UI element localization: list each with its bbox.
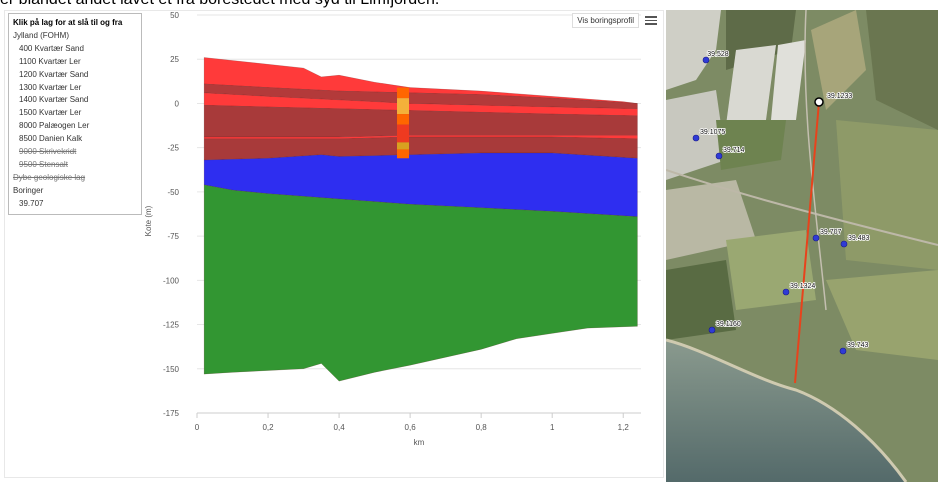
chart-toolbar: Vis boringsprofil bbox=[572, 13, 657, 28]
field-area bbox=[726, 230, 816, 310]
borehole-segment[interactable] bbox=[397, 124, 410, 143]
x-axis-title: km bbox=[414, 438, 425, 447]
forest-area bbox=[666, 260, 736, 340]
x-tick-label: 0 bbox=[195, 423, 200, 432]
borehole-label: 39.707 bbox=[820, 229, 842, 236]
legend-layer-item[interactable]: 8500 Danien Kalk bbox=[19, 134, 83, 144]
borehole-marker[interactable] bbox=[812, 234, 820, 242]
legend-borehole-item[interactable]: 39.707 bbox=[19, 198, 44, 208]
x-tick-label: 0,6 bbox=[405, 423, 417, 432]
road bbox=[804, 10, 827, 311]
legend-layer-item[interactable]: 9000 Skrivekridt bbox=[19, 147, 77, 157]
legend-deep-layers[interactable]: Dybe geologiske lag bbox=[13, 172, 86, 182]
field-area bbox=[826, 270, 938, 360]
layer-legend: Klik på lag for at slå til og fra Jyllan… bbox=[8, 13, 142, 215]
borehole-label: 39.483 bbox=[848, 235, 870, 242]
borehole-label: 39.1160 bbox=[716, 321, 741, 328]
y-tick-label: -50 bbox=[167, 188, 179, 197]
legend-title: Klik på lag for at slå til og fra bbox=[13, 18, 123, 27]
borehole-marker[interactable] bbox=[840, 240, 848, 248]
legend-layer-item[interactable]: 9500 Stensalt bbox=[19, 159, 68, 169]
legend-group-jylland[interactable]: Jylland (FOHM) bbox=[13, 30, 70, 40]
x-tick-label: 1,2 bbox=[618, 423, 630, 432]
y-tick-label: 25 bbox=[170, 55, 179, 64]
legend-boreholes-group[interactable]: Boringer bbox=[13, 185, 44, 195]
road bbox=[666, 169, 938, 246]
forest-area bbox=[866, 10, 938, 130]
borehole-marker[interactable] bbox=[692, 134, 700, 142]
borehole-label: 39.743 bbox=[847, 342, 869, 349]
hamburger-menu-icon[interactable] bbox=[645, 16, 657, 25]
profile-panel: 50 25 0 -25 -50 -75 -100 -125 -150 -175 0 0,2 0,4 0,6… bbox=[4, 10, 664, 478]
field-area bbox=[666, 10, 721, 90]
legend-layer-item[interactable]: 1200 Kvartær Sand bbox=[19, 69, 89, 79]
field-area bbox=[726, 45, 776, 125]
geology-layer[interactable] bbox=[203, 184, 638, 382]
borehole-segment[interactable] bbox=[397, 98, 410, 115]
field-area bbox=[836, 120, 938, 270]
show-borehole-profile-button[interactable]: Vis boringsprofil bbox=[572, 13, 639, 28]
legend-layer-item[interactable]: 1500 Kvartær Ler bbox=[19, 108, 82, 118]
legend-layer-item[interactable]: 400 Kvartær Sand bbox=[19, 43, 84, 53]
legend-layer-item[interactable]: 1400 Kvartær Sand bbox=[19, 95, 89, 105]
borehole-segment[interactable] bbox=[397, 142, 410, 150]
field-area bbox=[716, 120, 786, 170]
y-tick-label: -75 bbox=[167, 232, 179, 241]
borehole-marker[interactable] bbox=[839, 347, 847, 355]
x-tick-label: 0,8 bbox=[476, 423, 488, 432]
legend-layer-item[interactable]: 1300 Kvartær Ler bbox=[19, 82, 82, 92]
field-area bbox=[811, 10, 866, 110]
sea-area bbox=[666, 340, 906, 482]
y-tick-label: -25 bbox=[167, 144, 179, 153]
borehole-label: 39.1324 bbox=[790, 283, 815, 290]
legend-layer-item[interactable]: 1100 Kvartær Ler bbox=[19, 56, 81, 66]
borehole-label: 39.528 bbox=[707, 51, 729, 58]
y-tick-label: -150 bbox=[163, 365, 180, 374]
map-canvas: 39.528 39.1233 39.1075 39.714 39.707 39.483 39… bbox=[666, 10, 938, 482]
borehole-label: 39.1233 bbox=[827, 93, 852, 100]
borehole-marker[interactable] bbox=[715, 152, 723, 160]
y-tick-label: 0 bbox=[175, 99, 180, 108]
borehole-label: 39.714 bbox=[723, 147, 745, 154]
profile-line bbox=[794, 101, 820, 384]
y-axis-title: Kote (m) bbox=[144, 205, 153, 236]
aerial-map[interactable]: 39.528 39.1233 39.1075 39.714 39.707 39.483 39… bbox=[666, 10, 938, 482]
page-caption: er blandet andet lavet et fra borestedet… bbox=[0, 0, 439, 9]
x-tick-label: 0,2 bbox=[262, 423, 274, 432]
borehole-segment[interactable] bbox=[397, 114, 410, 125]
borehole-segment[interactable] bbox=[397, 87, 410, 99]
y-tick-label: -125 bbox=[163, 321, 180, 330]
coastline bbox=[666, 338, 908, 482]
x-tick-label: 1 bbox=[550, 423, 555, 432]
borehole-marker[interactable] bbox=[814, 97, 824, 107]
borehole-marker[interactable] bbox=[782, 288, 790, 296]
x-tick-label: 0,4 bbox=[334, 423, 346, 432]
borehole-segment[interactable] bbox=[397, 149, 410, 159]
borehole-marker[interactable] bbox=[708, 326, 716, 334]
borehole-marker[interactable] bbox=[702, 56, 710, 64]
y-tick-label: 50 bbox=[170, 11, 179, 20]
legend-layer-item[interactable]: 8000 Palæogen Ler bbox=[19, 121, 90, 131]
borehole-label: 39.1075 bbox=[700, 129, 725, 136]
field-area bbox=[771, 40, 806, 120]
y-tick-label: -100 bbox=[163, 276, 180, 285]
y-tick-label: -175 bbox=[163, 409, 180, 418]
profile-chart: 50 25 0 -25 -50 -75 -100 -125 -150 -175 0 0,2 0,4 0,6… bbox=[144, 11, 641, 447]
